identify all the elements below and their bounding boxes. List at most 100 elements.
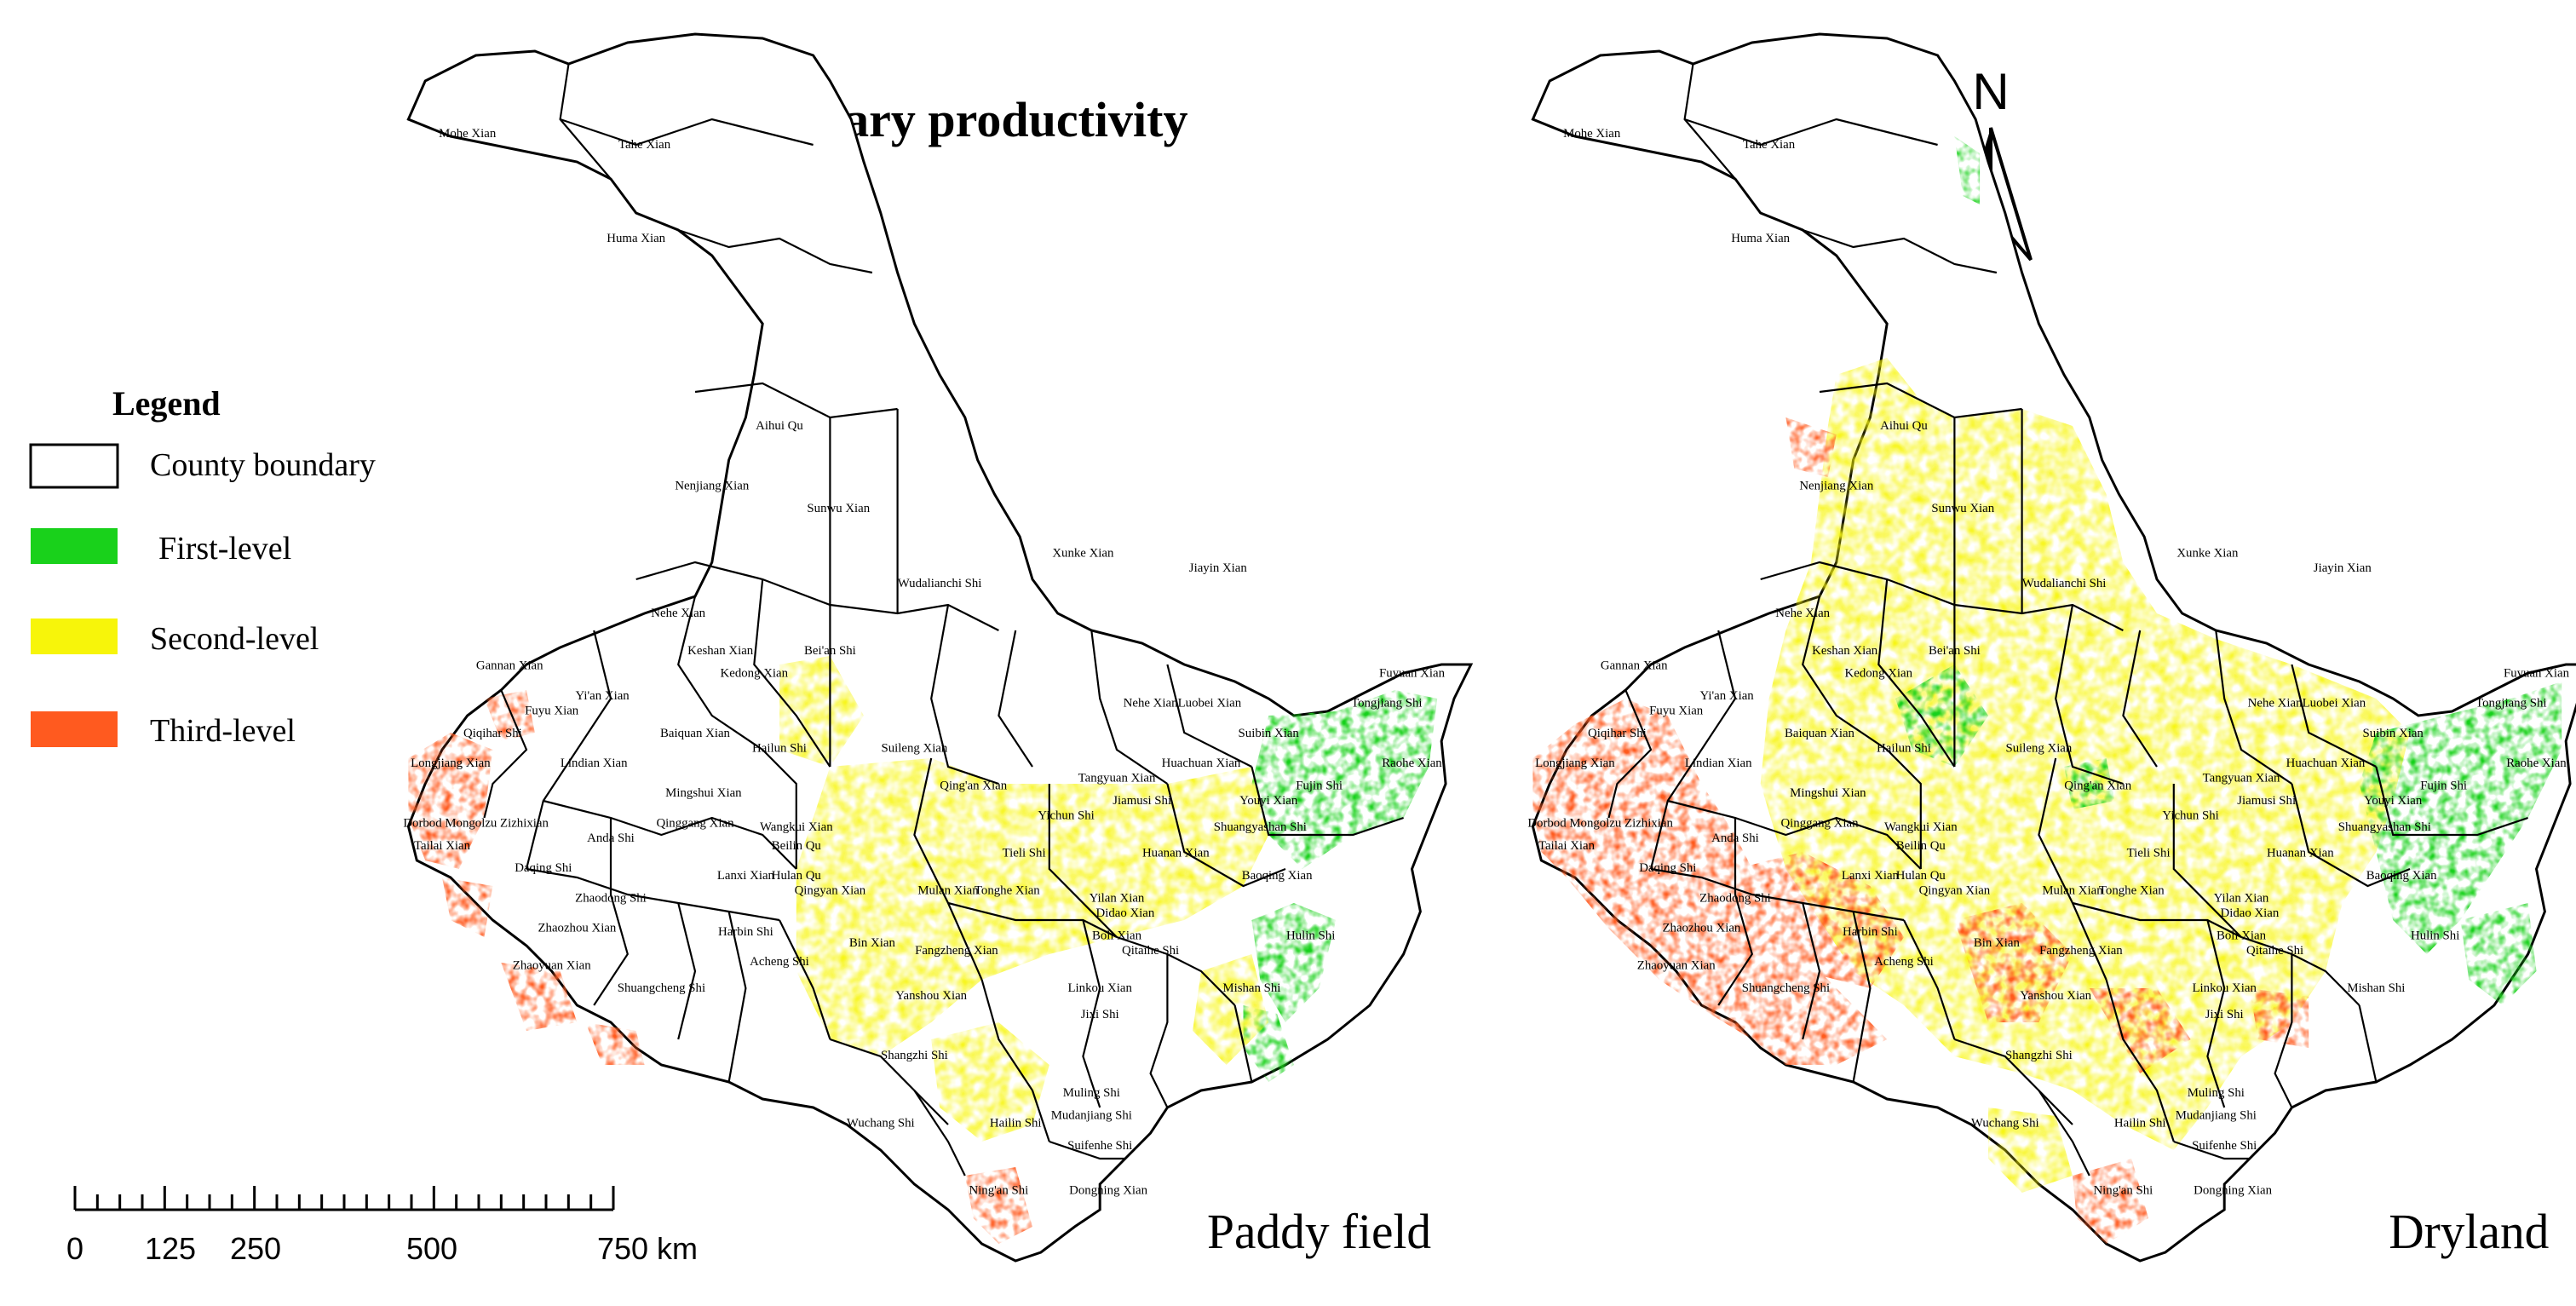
map-dryland: Mohe Xian Tahe Xian Huma Xian Aihui Qu Nenji… — [1527, 32, 2576, 1263]
county-label: Jiayin Xian — [2314, 561, 2372, 575]
county-label: Suileng Xian — [881, 741, 947, 755]
map-paddy-field: Mohe Xian Tahe Xian Huma Xian Aihui Qu Nenji… — [403, 32, 1473, 1263]
county-label: Qing'an Xian — [2064, 779, 2131, 792]
county-label: Nehe Xian — [1775, 607, 1830, 620]
county-label: Tahe Xian — [618, 138, 671, 152]
county-label: Nehe Xian — [651, 607, 705, 620]
county-label: Boli Xian — [2217, 929, 2267, 942]
county-label: Luobei Xian — [1178, 697, 1242, 711]
county-label: Fangzheng Xian — [915, 944, 998, 958]
dryland-county-boundaries — [1607, 63, 2528, 1177]
county-label: Yanshou Xian — [2020, 989, 2091, 1003]
county-label: Lindian Xian — [1685, 757, 1752, 770]
county-label: Baiquan Xian — [660, 727, 731, 740]
north-arrow-label: N — [1972, 63, 2009, 120]
legend-swatch-first-level — [31, 528, 118, 564]
legend-item-boundary: County boundary — [29, 443, 376, 489]
county-label: Sunwu Xian — [807, 502, 870, 515]
county-label: Lanxi Xian — [717, 869, 775, 883]
county-label: Tonghe Xian — [2099, 884, 2165, 898]
county-label: Mudanjiang Shi — [1051, 1109, 1132, 1123]
dryland-county-labels: Mohe Xian Tahe Xian Huma Xian Aihui Qu Nenji… — [1527, 127, 2569, 1198]
county-label: Hulan Qu — [1896, 869, 1946, 883]
scale-tick-250: 250 — [230, 1231, 281, 1266]
county-label: Huanan Xian — [2267, 847, 2334, 860]
county-label: Nenjiang Xian — [675, 479, 749, 492]
county-label: Dongning Xian — [1069, 1184, 1147, 1198]
county-label: Jiamusi Shi — [2237, 794, 2296, 808]
county-label: Baoqing Xian — [2366, 869, 2437, 883]
county-label: Lanxi Xian — [1842, 869, 1900, 883]
scale-tick-125: 125 — [145, 1231, 196, 1266]
county-label: Lindian Xian — [561, 757, 628, 770]
county-label: Longjiang Xian — [411, 757, 491, 770]
county-label: Keshan Xian — [687, 644, 754, 658]
county-label: Bei'an Shi — [1929, 644, 1981, 658]
county-label: Raohe Xian — [1382, 757, 1442, 770]
county-label: Huanan Xian — [1142, 847, 1210, 860]
county-label: Yi'an Xian — [575, 689, 630, 703]
county-label: Hailin Shi — [2114, 1116, 2166, 1130]
county-label: Wudalianchi Shi — [2022, 577, 2107, 590]
county-label: Jixi Shi — [2205, 1008, 2244, 1021]
county-label: Kedong Xian — [1845, 666, 1913, 680]
county-label: Hailun Shi — [752, 741, 807, 755]
dryland-second-level-area — [1760, 358, 2410, 1193]
county-label: Hulan Qu — [772, 869, 822, 883]
paddy-county-boundaries — [483, 63, 1404, 1177]
county-label: Jiamusi Shi — [1113, 794, 1171, 808]
county-label: Fuyu Xian — [525, 704, 579, 717]
paddy-field-caption: Paddy field — [1207, 1205, 1431, 1259]
county-label: Acheng Shi — [1874, 955, 1934, 969]
scale-bar: 0 125 250 500 750 km — [66, 1186, 698, 1266]
legend-swatch-second-level — [31, 618, 118, 654]
county-label: Dongning Xian — [2194, 1184, 2272, 1198]
county-label: Wuchang Shi — [1971, 1116, 2039, 1130]
county-label: Baiquan Xian — [1785, 727, 1855, 740]
county-label: Fuyuan Xian — [1379, 666, 1446, 680]
county-label: Yichun Shi — [2162, 809, 2218, 823]
county-label: Muling Shi — [2188, 1086, 2245, 1100]
county-label: Luobei Xian — [2303, 697, 2366, 711]
county-label: Gannan Xian — [476, 659, 543, 673]
county-label: Tongjiang Shi — [1351, 697, 1422, 711]
county-label: Wangkui Xian — [760, 820, 833, 834]
county-label: Huachuan Xian — [2286, 757, 2366, 770]
county-label: Nehe Xian — [1124, 697, 1178, 711]
county-label: Hailun Shi — [1877, 741, 1931, 755]
county-label: Fujin Shi — [2420, 779, 2467, 792]
county-label: Yilan Xian — [1090, 891, 1145, 905]
county-label: Ning'an Shi — [2093, 1184, 2153, 1198]
scale-tick-750: 750 km — [597, 1231, 698, 1266]
legend-item-third-level: Third-level — [31, 711, 296, 749]
county-label: Linkou Xian — [1068, 981, 1133, 995]
county-label: Qinggang Xian — [656, 816, 734, 830]
county-label: Youyi Xian — [1239, 794, 1298, 808]
county-label: Mishan Shi — [1222, 981, 1280, 995]
county-label: Gannan Xian — [1601, 659, 1668, 673]
county-label: Mulan Xian — [917, 884, 979, 898]
county-label: Muling Shi — [1063, 1086, 1120, 1100]
paddy-county-labels: Mohe Xian Tahe Xian Huma Xian Aihui Qu Nenji… — [403, 127, 1445, 1198]
county-label: Linkou Xian — [2193, 981, 2257, 995]
county-label: Qitaihe Shi — [2246, 944, 2303, 958]
county-label: Fuyu Xian — [1649, 704, 1704, 717]
legend-item-first-level: First-level — [31, 528, 291, 567]
dryland-caption: Dryland — [2389, 1205, 2549, 1259]
county-label: Bei'an Shi — [804, 644, 856, 658]
county-label: Tangyuan Xian — [1078, 772, 1156, 785]
county-label: Ning'an Shi — [969, 1184, 1028, 1198]
county-label: Mohe Xian — [439, 127, 497, 141]
county-label: Wangkui Xian — [1884, 820, 1958, 834]
county-label: Boli Xian — [1092, 929, 1142, 942]
county-label: Beilin Qu — [1896, 839, 1946, 853]
county-label: Qiqihar Shi — [463, 727, 522, 740]
county-label: Fangzheng Xian — [2039, 944, 2123, 958]
county-label: Aihui Qu — [756, 419, 803, 433]
county-label: Shangzhi Shi — [2005, 1049, 2073, 1062]
county-label: Acheng Shi — [750, 955, 809, 969]
county-label: Yi'an Xian — [1699, 689, 1754, 703]
county-label: Suibin Xian — [1239, 727, 1300, 740]
county-label: Fuyuan Xian — [2504, 666, 2570, 680]
county-label: Bin Xian — [1974, 936, 2021, 950]
